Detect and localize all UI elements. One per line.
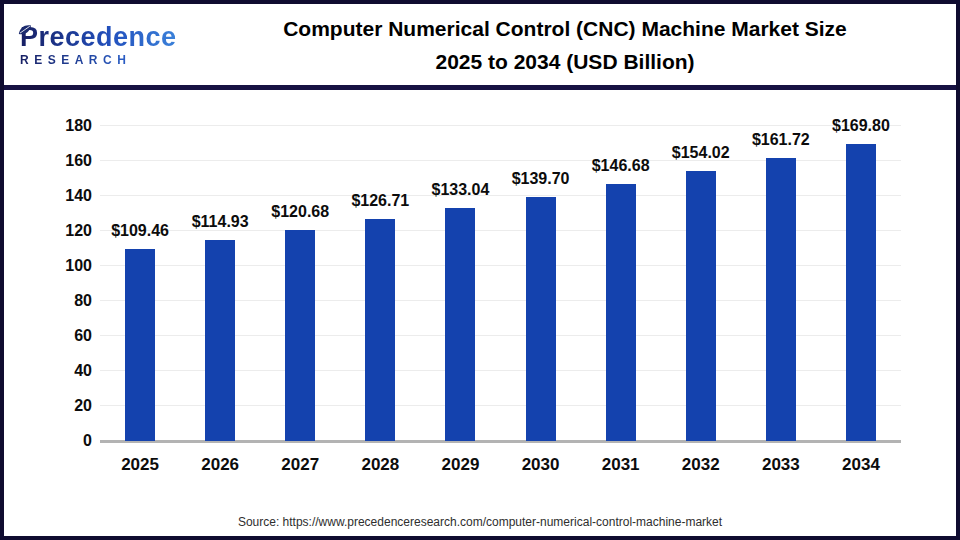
x-tick-label: 2032 — [682, 455, 720, 475]
y-tick-label: 60 — [74, 327, 92, 345]
bar-value-label: $133.04 — [432, 181, 490, 199]
y-tick-label: 40 — [74, 362, 92, 380]
x-tick-label: 2029 — [442, 455, 480, 475]
y-tick-label: 160 — [65, 152, 92, 170]
bar-value-label: $154.02 — [672, 144, 730, 162]
bar-slot: $120.68 — [260, 126, 340, 441]
chart-card: Precedence RESEARCH Computer Numerical C… — [0, 0, 960, 540]
bar-2033 — [766, 158, 796, 441]
bar-2029 — [445, 208, 475, 441]
brand-text: Precedence — [20, 22, 177, 52]
bar-value-label: $126.71 — [351, 192, 409, 210]
bar-slot: $161.72 — [741, 126, 821, 441]
y-tick-label: 80 — [74, 292, 92, 310]
bar-value-label: $169.80 — [832, 117, 890, 135]
x-tick-label: 2027 — [281, 455, 319, 475]
bar-slot: $169.80 — [821, 126, 901, 441]
bar-value-label: $120.68 — [271, 203, 329, 221]
bar-slot: $146.68 — [581, 126, 661, 441]
bar-2025 — [125, 249, 155, 441]
x-tick-label: 2034 — [842, 455, 880, 475]
brand-logo: Precedence RESEARCH — [4, 22, 184, 67]
plot-area: $109.46 $114.93 $120.68 $126.71 $133.04 $139.… — [100, 126, 901, 441]
brand-subtext: RESEARCH — [20, 53, 184, 67]
header: Precedence RESEARCH Computer Numerical C… — [4, 4, 956, 90]
bar-2032 — [686, 171, 716, 441]
bar-2028 — [365, 219, 395, 441]
chart-title: Computer Numerical Control (CNC) Machine… — [184, 12, 956, 78]
x-tick-label: 2028 — [361, 455, 399, 475]
bar-slot: $139.70 — [501, 126, 581, 441]
bar-slot: $114.93 — [180, 126, 260, 441]
bar-slot: $154.02 — [661, 126, 741, 441]
leaf-icon — [17, 13, 36, 32]
brand-name: Precedence — [20, 22, 184, 52]
bar-2030 — [526, 197, 556, 441]
chart-title-line2: 2025 to 2034 (USD Billion) — [184, 45, 946, 78]
x-tick-label: 2033 — [762, 455, 800, 475]
bar-value-label: $161.72 — [752, 131, 810, 149]
y-tick-label: 0 — [83, 432, 92, 450]
x-tick-label: 2026 — [201, 455, 239, 475]
x-tick-label: 2031 — [602, 455, 640, 475]
y-tick-label: 20 — [74, 397, 92, 415]
x-tick-label: 2025 — [121, 455, 159, 475]
y-tick-label: 140 — [65, 187, 92, 205]
source-text: Source: https://www.precedenceresearch.c… — [4, 515, 956, 529]
bar-value-label: $139.70 — [512, 170, 570, 188]
y-tick-label: 100 — [65, 257, 92, 275]
y-tick-label: 180 — [65, 117, 92, 135]
bar-slot: $133.04 — [420, 126, 500, 441]
y-axis-labels: 020406080100120140160180 — [4, 126, 92, 441]
bar-2027 — [285, 230, 315, 441]
bar-value-label: $109.46 — [111, 222, 169, 240]
bar-slot: $109.46 — [100, 126, 180, 441]
y-tick-label: 120 — [65, 222, 92, 240]
x-tick-label: 2030 — [522, 455, 560, 475]
bar-2026 — [205, 240, 235, 441]
bar-value-label: $114.93 — [192, 213, 249, 231]
bar-slot: $126.71 — [340, 126, 420, 441]
bar-2031 — [606, 184, 636, 441]
bar-value-label: $146.68 — [592, 157, 650, 175]
chart-title-line1: Computer Numerical Control (CNC) Machine… — [184, 12, 946, 45]
bar-2034 — [846, 144, 876, 441]
x-axis-labels: 2025 2026 2027 2028 2029 2030 2031 2032 2033 2034 — [100, 455, 901, 479]
